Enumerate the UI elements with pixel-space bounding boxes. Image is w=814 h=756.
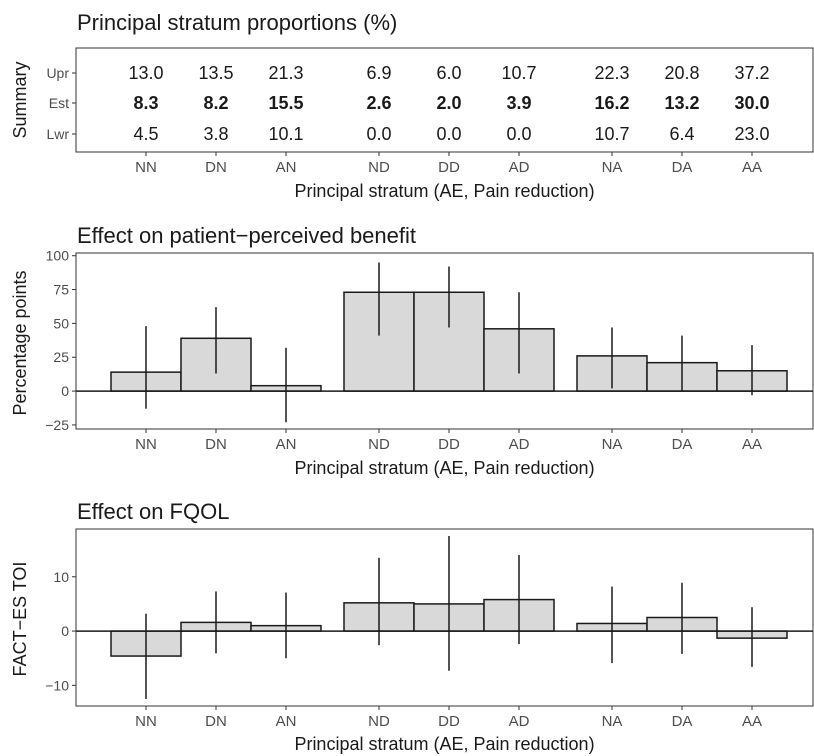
table-cell: 20.8 bbox=[664, 63, 699, 83]
fqol-plot-area: −10 0 10 NN DN AN ND DD AD NA DA AA bbox=[45, 528, 814, 730]
panel-border bbox=[75, 252, 814, 430]
x-tick-label: AD bbox=[509, 713, 530, 730]
x-tick-label: AN bbox=[276, 159, 297, 176]
x-tick-label: AA bbox=[742, 713, 762, 730]
table-cell: 10.7 bbox=[594, 124, 629, 144]
table-cell: 4.5 bbox=[133, 124, 158, 144]
y-tick-label: 50 bbox=[53, 315, 69, 331]
x-tick-label: NN bbox=[135, 436, 157, 453]
x-tick-label: NN bbox=[135, 713, 157, 730]
x-tick-label: AD bbox=[509, 159, 530, 176]
table-cell: 2.6 bbox=[366, 93, 391, 113]
table-cell: 6.9 bbox=[366, 63, 391, 83]
y-tick-label: 25 bbox=[53, 349, 69, 365]
benefit-chart-panel: Effect on patient−perceived benefit −25 0… bbox=[10, 223, 814, 478]
x-tick-label: DN bbox=[205, 713, 227, 730]
fqol-x-axis-label: Principal stratum (AE, Pain reduction) bbox=[294, 734, 594, 754]
fqol-y-axis-label: FACT−ES TOI bbox=[10, 562, 30, 677]
fqol-title: Effect on FQOL bbox=[77, 499, 229, 524]
table-cell: 3.8 bbox=[203, 124, 228, 144]
y-tick-label: 10 bbox=[53, 569, 69, 585]
x-tick-label: DN bbox=[205, 436, 227, 453]
table-x-axis-label: Principal stratum (AE, Pain reduction) bbox=[294, 181, 594, 201]
x-tick-label: DA bbox=[672, 713, 693, 730]
table-cell: 0.0 bbox=[436, 124, 461, 144]
x-tick-label: DN bbox=[205, 159, 227, 176]
x-tick-label: ND bbox=[368, 713, 390, 730]
y-tick-label: 0 bbox=[61, 623, 69, 639]
x-tick-label: ND bbox=[368, 159, 390, 176]
x-tick-label: DD bbox=[438, 436, 460, 453]
table-cell: 6.0 bbox=[436, 63, 461, 83]
x-tick-label: DA bbox=[672, 436, 693, 453]
x-tick-label: NA bbox=[602, 436, 623, 453]
x-tick-label: NA bbox=[602, 713, 623, 730]
table-cell: 0.0 bbox=[366, 124, 391, 144]
table-cell: 8.2 bbox=[203, 93, 228, 113]
y-tick-label: −10 bbox=[45, 677, 69, 693]
table-x-ticks: NN DN AN ND DD AD NA DA AA bbox=[135, 152, 762, 176]
table-cell: 15.5 bbox=[268, 93, 303, 113]
panel-border bbox=[75, 528, 814, 707]
benefit-x-axis-label: Principal stratum (AE, Pain reduction) bbox=[294, 458, 594, 478]
y-tick-label: 0 bbox=[61, 383, 69, 399]
x-tick-label: AD bbox=[509, 436, 530, 453]
benefit-plot-area: −25 0 25 50 75 100 NN DN AN ND DD AD NA DA AA bbox=[45, 248, 814, 453]
table-cell: 37.2 bbox=[734, 63, 769, 83]
table-cell: 21.3 bbox=[268, 63, 303, 83]
table-rows: Upr 13.0 13.5 21.3 6.9 6.0 10.7 22.3 20.8 37.2 Est… bbox=[46, 63, 769, 144]
y-tick-label: −25 bbox=[45, 417, 69, 433]
table-cell: 16.2 bbox=[594, 93, 629, 113]
table-cell: 0.0 bbox=[506, 124, 531, 144]
x-tick-label: DD bbox=[438, 713, 460, 730]
table-border bbox=[75, 47, 814, 153]
x-tick-label: DD bbox=[438, 159, 460, 176]
y-tick-label: 100 bbox=[46, 248, 70, 264]
table-row-label-lwr: Lwr bbox=[46, 126, 69, 142]
y-tick-label: 75 bbox=[53, 282, 69, 298]
x-tick-label: AA bbox=[742, 436, 762, 453]
table-cell: 13.5 bbox=[198, 63, 233, 83]
table-row-label-upr: Upr bbox=[46, 65, 69, 81]
benefit-title: Effect on patient−perceived benefit bbox=[77, 223, 416, 248]
table-cell: 2.0 bbox=[436, 93, 461, 113]
table-cell: 8.3 bbox=[133, 93, 158, 113]
table-cell: 6.4 bbox=[669, 124, 694, 144]
x-tick-label: NN bbox=[135, 159, 157, 176]
table-cell: 30.0 bbox=[734, 93, 769, 113]
x-tick-label: AN bbox=[276, 713, 297, 730]
table-cell: 22.3 bbox=[594, 63, 629, 83]
x-tick-label: AN bbox=[276, 436, 297, 453]
table-y-axis-label: Summary bbox=[10, 61, 30, 138]
table-cell: 10.7 bbox=[501, 63, 536, 83]
table-cell: 13.2 bbox=[664, 93, 699, 113]
benefit-y-axis-label: Percentage points bbox=[10, 270, 30, 415]
table-cell: 10.1 bbox=[268, 124, 303, 144]
x-tick-label: NA bbox=[602, 159, 623, 176]
table-cell: 3.9 bbox=[506, 93, 531, 113]
proportions-table-panel: Principal stratum proportions (%) Upr 13.… bbox=[10, 10, 814, 201]
table-cell: 23.0 bbox=[734, 124, 769, 144]
proportions-title: Principal stratum proportions (%) bbox=[77, 10, 397, 35]
table-cell: 13.0 bbox=[128, 63, 163, 83]
x-tick-label: AA bbox=[742, 159, 762, 176]
x-tick-label: DA bbox=[672, 159, 693, 176]
table-row-label-est: Est bbox=[49, 95, 69, 111]
x-tick-label: ND bbox=[368, 436, 390, 453]
